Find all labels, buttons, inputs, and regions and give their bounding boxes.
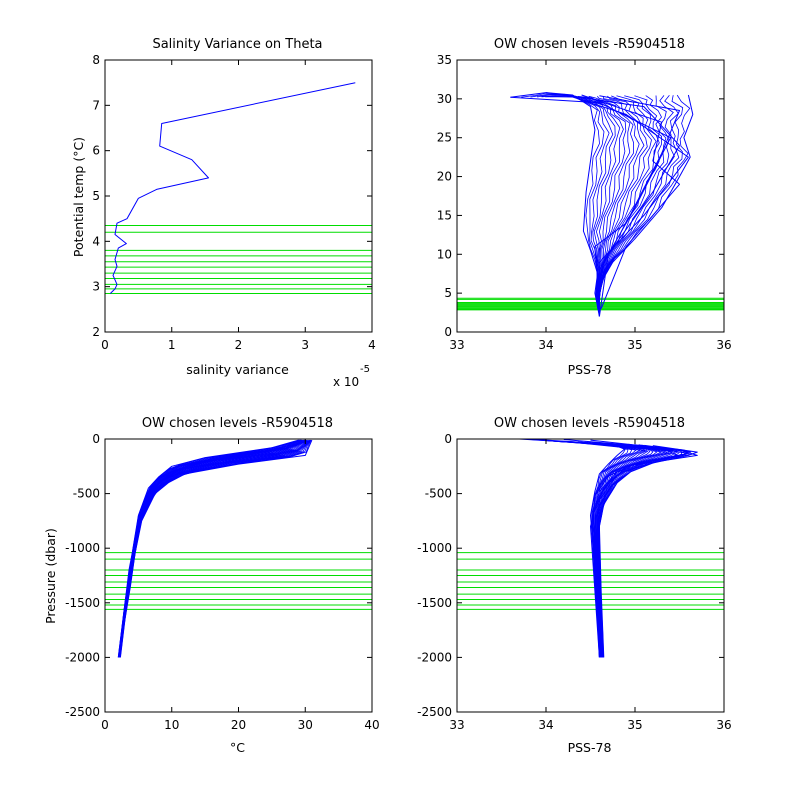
plot-area <box>457 92 724 317</box>
y-axis-label: Pressure (dbar) <box>43 528 58 624</box>
y-tick-label: -1500 <box>417 596 452 610</box>
y-tick-label: 8 <box>92 53 100 67</box>
y-tick-label: 0 <box>444 325 452 339</box>
y-axis-label: Potential temp (°C) <box>71 137 86 257</box>
x-tick-label: 0 <box>101 338 109 352</box>
x-tick-label: 1 <box>168 338 176 352</box>
x-axis-label: °C <box>230 740 245 755</box>
y-tick-label: 4 <box>92 234 100 248</box>
profile-line <box>119 439 312 658</box>
y-tick-label: -1000 <box>417 541 452 555</box>
chart-title: Salinity Variance on Theta <box>152 37 322 52</box>
chart-title: OW chosen levels -R5904518 <box>494 37 685 52</box>
x-tick-label: 3 <box>301 338 309 352</box>
x-tick-label: 35 <box>627 338 642 352</box>
y-tick-label: 3 <box>92 280 100 294</box>
y-tick-label: -1500 <box>65 596 100 610</box>
chart-title: OW chosen levels -R5904518 <box>142 416 333 431</box>
profile-line <box>598 95 648 304</box>
y-tick-label: 5 <box>444 286 452 300</box>
y-tick-label: 6 <box>92 144 100 158</box>
x-tick-label: 4 <box>368 338 376 352</box>
y-tick-label: -2000 <box>65 650 100 664</box>
profile-line <box>599 444 692 658</box>
x-tick-label: 0 <box>101 718 109 732</box>
y-tick-label: 25 <box>437 131 452 145</box>
panel-salinity-pressure: OW chosen levels -R5904518 PSS-78 33 34 35… <box>417 416 732 755</box>
x-tick-label: 34 <box>538 718 553 732</box>
y-tick-label: 10 <box>437 247 452 261</box>
x-tick-label: 40 <box>364 718 379 732</box>
x-tick-label: 33 <box>449 338 464 352</box>
series-line-0 <box>109 82 356 294</box>
y-tick-label: -500 <box>425 487 452 501</box>
x-tick-label: 10 <box>164 718 179 732</box>
y-tick-label: 15 <box>437 208 452 222</box>
profile-line <box>541 95 614 313</box>
y-tick-label: -1000 <box>65 541 100 555</box>
y-tick-label: 5 <box>92 189 100 203</box>
x-tick-label: 30 <box>298 718 313 732</box>
axes-frame <box>456 59 725 333</box>
axes-frame <box>456 438 725 713</box>
x-tick-label: 35 <box>627 718 642 732</box>
x-axis-label: salinity variance <box>186 362 289 377</box>
profile-line <box>599 95 680 297</box>
plot-area <box>457 439 724 658</box>
plot-area <box>105 82 372 294</box>
y-tick-label: -2500 <box>65 705 100 719</box>
panel-salinity-theta: OW chosen levels -R5904518 PSS-78 33 34 35… <box>437 37 732 377</box>
x-tick-label: 20 <box>231 718 246 732</box>
profile-line <box>537 94 610 314</box>
x-exponent-label: x 10 <box>333 375 359 389</box>
x-tick-label: 34 <box>538 338 553 352</box>
x-tick-label: 33 <box>449 718 464 732</box>
x-tick-label: 2 <box>235 338 243 352</box>
profile-line <box>598 96 645 305</box>
profile-line <box>599 95 670 299</box>
series-line-4 <box>581 94 680 309</box>
plot-area <box>105 439 372 658</box>
y-tick-label: -2500 <box>417 705 452 719</box>
y-tick-label: 0 <box>92 432 100 446</box>
chart-title: OW chosen levels -R5904518 <box>494 416 685 431</box>
profile-line <box>596 95 640 306</box>
profile-line <box>599 94 691 295</box>
y-tick-label: 0 <box>444 432 452 446</box>
profile-line <box>545 96 616 312</box>
x-tick-label: 36 <box>716 718 731 732</box>
x-tick-label: 36 <box>716 338 731 352</box>
y-tick-label: 7 <box>92 98 100 112</box>
x-axis-label: PSS-78 <box>568 740 612 755</box>
x-axis-label: PSS-78 <box>568 362 612 377</box>
panel-temperature-pressure: OW chosen levels -R5904518 °C Pressure (… <box>43 416 380 755</box>
profile-line <box>588 95 635 307</box>
y-tick-label: 20 <box>437 170 452 184</box>
x-exponent: -5 <box>360 364 370 375</box>
panel-salinity-variance: Salinity Variance on Theta salinity vari… <box>71 37 376 389</box>
profile-line <box>599 95 675 298</box>
y-tick-label: 30 <box>437 92 452 106</box>
y-tick-label: -500 <box>73 487 100 501</box>
y-tick-label: 35 <box>437 53 452 67</box>
profile-line <box>577 96 631 308</box>
y-tick-label: 2 <box>92 325 100 339</box>
y-tick-label: -2000 <box>417 650 452 664</box>
